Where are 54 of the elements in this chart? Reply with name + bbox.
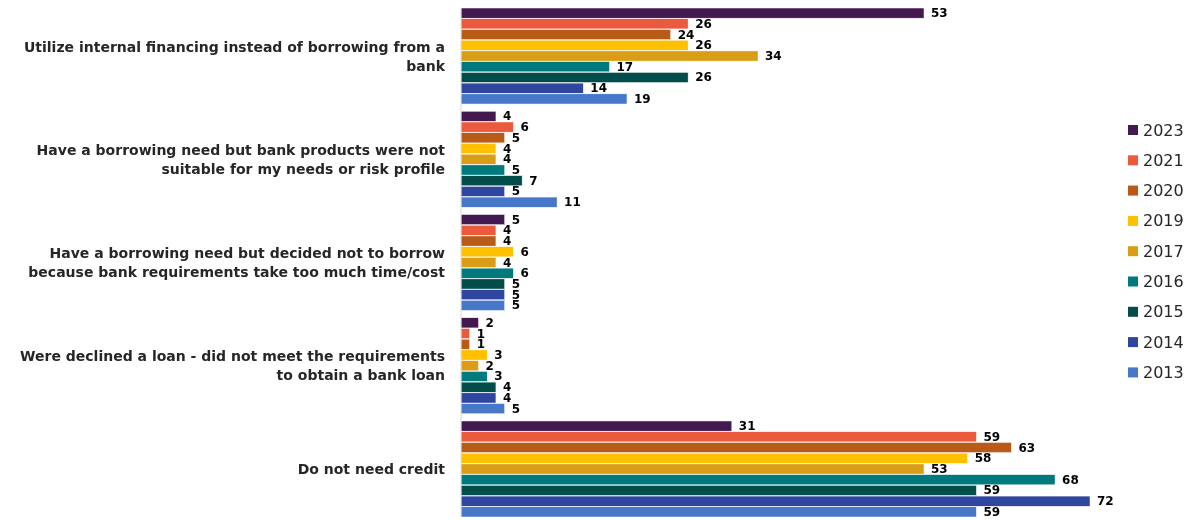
- legend-label: 2016: [1143, 272, 1184, 291]
- data-label: 58: [974, 451, 992, 466]
- data-label: 5: [511, 298, 521, 313]
- legend-label: 2019: [1143, 211, 1184, 231]
- data-label: 26: [695, 16, 712, 31]
- data-label: 4: [502, 234, 512, 249]
- data-label: 26: [695, 70, 712, 85]
- data-label: 4: [502, 152, 512, 167]
- data-label: 53: [931, 6, 948, 21]
- data-label: 59: [983, 483, 1001, 498]
- data-label: 5: [511, 212, 521, 227]
- data-label: 5: [511, 401, 521, 416]
- data-label: 4: [502, 255, 512, 270]
- data-label: 4: [502, 109, 512, 124]
- data-label: 14: [590, 81, 608, 96]
- data-label: 72: [1097, 494, 1114, 509]
- data-label: 7: [529, 173, 538, 188]
- data-label: 5: [511, 162, 521, 177]
- y-tick-label: Were declined a loan - did not meet the requirements to obtain a bank loan: [20, 348, 445, 384]
- data-label: 17: [616, 59, 634, 74]
- y-tick-label: Have a borrowing need but bank products were not suitable for my needs or risk profile: [36, 141, 446, 177]
- y-tick-label: Do not need credit: [297, 460, 446, 477]
- legend-label: 2013: [1143, 362, 1184, 382]
- data-label: 2: [485, 358, 494, 373]
- data-label: 5: [511, 130, 521, 145]
- data-label: 6: [520, 244, 529, 259]
- legend-label: 2014: [1143, 332, 1184, 352]
- data-label: 3: [494, 369, 503, 384]
- data-label: 68: [1062, 472, 1079, 487]
- data-label: 3: [494, 348, 503, 363]
- data-label: 1: [476, 337, 486, 352]
- data-label: 4: [502, 390, 512, 405]
- data-label: 34: [765, 49, 782, 64]
- data-label: 26: [695, 38, 712, 53]
- data-label: 31: [738, 419, 756, 434]
- data-label: 19: [633, 91, 651, 106]
- data-label: 2: [485, 315, 494, 330]
- legend-label: 2020: [1143, 181, 1184, 201]
- legend-label: 2017: [1143, 241, 1184, 261]
- data-label: 24: [677, 27, 695, 42]
- data-label: 11: [564, 195, 581, 210]
- legend-label: 2023: [1143, 120, 1184, 140]
- data-label: 6: [520, 120, 529, 135]
- y-tick-label: Have a borrowing need but decided not to borrow because bank requirements take too much time/cost: [28, 245, 446, 280]
- data-label: 6: [520, 266, 529, 281]
- legend-label: 2015: [1143, 302, 1184, 322]
- data-label: 5: [511, 184, 521, 199]
- y-tick-label: Utilize internal financing instead of borrowing from a bank: [23, 38, 446, 74]
- data-label: 5: [511, 276, 521, 291]
- data-label: 59: [983, 429, 1001, 444]
- legend-label: 2021: [1143, 150, 1184, 170]
- data-label: 59: [983, 504, 1001, 519]
- data-label: 53: [931, 461, 948, 476]
- data-label: 63: [1018, 440, 1036, 455]
